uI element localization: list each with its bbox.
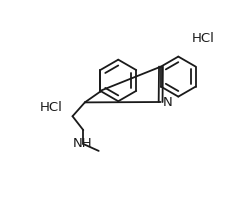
Text: HCl: HCl bbox=[192, 32, 214, 45]
Text: NH: NH bbox=[72, 138, 92, 150]
Text: HCl: HCl bbox=[40, 101, 62, 114]
Text: N: N bbox=[162, 96, 172, 108]
